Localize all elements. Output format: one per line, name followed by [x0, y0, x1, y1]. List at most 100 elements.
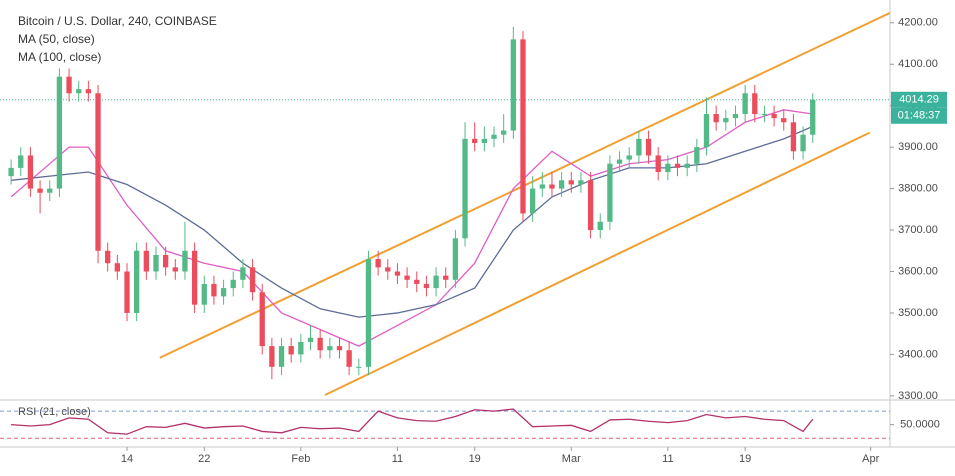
candle-body: [47, 188, 53, 193]
candle-body: [56, 76, 63, 189]
candle-body: [76, 89, 82, 94]
candle-body: [423, 283, 430, 289]
rsi-title: RSI (21, close): [18, 406, 91, 418]
rsi-tick-label: 50.0000: [900, 419, 940, 431]
candle-body: [18, 155, 24, 168]
candle-body: [8, 167, 14, 177]
x-tick-label: 11: [662, 453, 673, 465]
candle-body: [810, 99, 816, 135]
candle-body: [684, 163, 690, 168]
candle-body: [703, 113, 710, 148]
y-tick-label: 3500.00: [898, 307, 938, 319]
candle-body: [472, 138, 478, 144]
candle-body: [558, 180, 565, 189]
y-tick-label: 3700.00: [898, 224, 938, 236]
candle-body: [404, 275, 410, 280]
candle-body: [346, 350, 352, 367]
candle-body: [742, 93, 748, 114]
candle-body: [645, 138, 652, 156]
candle-body: [443, 275, 449, 280]
candle-body: [771, 113, 777, 119]
x-tick-label: 19: [739, 453, 751, 465]
candle-body: [85, 89, 92, 94]
candle-body: [259, 292, 265, 347]
x-tick-label: Mar: [562, 453, 581, 465]
candle-body: [269, 346, 275, 367]
candle-body: [385, 267, 391, 272]
candle-body: [327, 346, 333, 351]
candle-body: [298, 341, 304, 355]
candle-body: [37, 188, 43, 193]
plot: 3300.00 3400.00 3500.00 3600.00 3700.00 3800.…: [0, 11, 947, 465]
candle-body: [220, 288, 227, 297]
legend-entry: MA (50, close): [18, 32, 95, 46]
candle-body: [27, 155, 34, 189]
y-tick-label: 3800.00: [898, 183, 938, 195]
candle-body: [134, 250, 140, 313]
candle-body: [172, 267, 178, 272]
candle-body: [616, 159, 623, 164]
candle-body: [549, 184, 555, 189]
candle-body: [105, 250, 111, 264]
x-tick-label: Apr: [862, 453, 879, 465]
candle-body: [723, 118, 729, 123]
candle-body: [153, 254, 159, 272]
candle-body: [510, 39, 516, 131]
candle-body: [414, 279, 420, 284]
candle-body: [713, 113, 719, 123]
candle-body: [307, 337, 314, 342]
candle-body: [529, 188, 536, 214]
y-tick-label: 4200.00: [898, 17, 938, 29]
chart-title: Bitcoin / U.S. Dollar, 240, COINBASE: [18, 14, 217, 28]
candle-body: [95, 93, 101, 251]
candle-body: [143, 250, 149, 272]
candle-body: [761, 113, 768, 115]
candle-body: [394, 271, 401, 276]
candle-body: [317, 337, 323, 351]
rsi-line: [11, 408, 814, 435]
candle-body: [607, 163, 613, 222]
candle-body: [240, 267, 246, 280]
candle-body: [114, 263, 121, 272]
candle-body: [636, 138, 642, 156]
candle-body: [481, 138, 488, 144]
candle-body: [674, 163, 681, 168]
candle-body: [162, 254, 169, 268]
candle-body: [452, 238, 459, 280]
x-tick-label: 14: [121, 453, 133, 465]
candle-body: [182, 250, 188, 272]
candle-body: [230, 279, 236, 289]
last-price-box: [891, 91, 947, 108]
y-tick-label: 3400.00: [898, 348, 938, 360]
countdown-box: [891, 107, 947, 124]
candle-body: [587, 180, 594, 231]
candle-body: [288, 346, 294, 355]
legend-entry: MA (100, close): [18, 50, 101, 64]
candle-body: [790, 122, 797, 152]
candle-body: [655, 155, 661, 173]
candle-body: [66, 76, 72, 94]
candle-body: [665, 163, 671, 173]
last-price-label: 4014.29: [899, 94, 939, 106]
x-tick-label: 22: [198, 453, 210, 465]
candle-body: [249, 267, 256, 293]
candle-body: [462, 138, 468, 239]
candle-body: [520, 39, 526, 214]
candle-body: [365, 259, 372, 367]
candle-body: [124, 271, 130, 313]
candle-body: [800, 134, 806, 152]
candle-body: [278, 346, 285, 367]
candle-body: [626, 155, 632, 160]
candle-body: [501, 130, 507, 135]
candle-body: [433, 275, 439, 289]
x-tick-label: 11: [392, 453, 403, 465]
candle-body: [732, 113, 739, 119]
candle-body: [336, 346, 343, 351]
candle-body: [356, 366, 362, 368]
candle-body: [375, 259, 381, 268]
candle-body: [597, 221, 603, 231]
candle-body: [539, 184, 545, 189]
y-tick-label: 3600.00: [898, 265, 938, 277]
y-tick-label: 3900.00: [898, 141, 938, 153]
